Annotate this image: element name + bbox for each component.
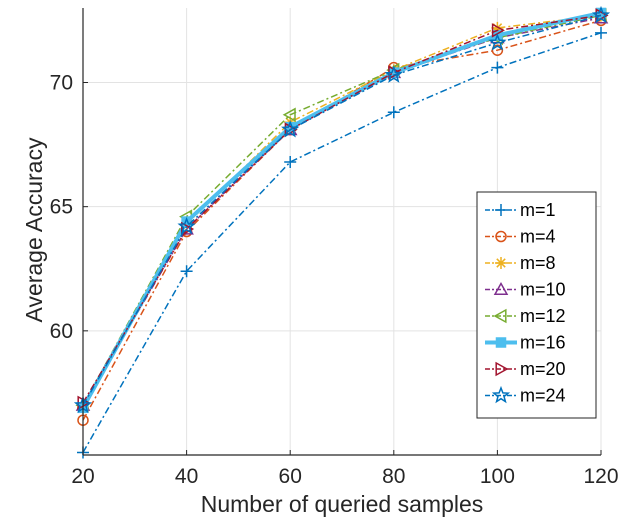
legend: m=1 m=4 m=8 m=10 m=12 m=16 m=20 m=24: [476, 191, 597, 419]
data-point-m-12: [282, 107, 296, 123]
y-axis-label: Average Accuracy: [21, 137, 47, 322]
legend-marker: [493, 308, 507, 324]
legend-item-m-4: m=4: [485, 227, 556, 247]
data-point-m-1: [595, 26, 607, 39]
legend-item-m-16: m=16: [485, 333, 566, 353]
series-line-m-24: [82, 14, 602, 406]
legend-marker: [495, 230, 507, 243]
data-point-m-20: [491, 23, 505, 38]
series-line-m-16: [81, 11, 602, 409]
data-point-m-1: [180, 265, 193, 278]
x-tick-label: 60: [279, 465, 302, 488]
legend-box: [476, 191, 597, 419]
legend-item-m-12: m=12: [485, 306, 566, 326]
legend-label: m=8: [520, 253, 556, 273]
x-tick-label: 80: [382, 465, 405, 488]
legend-marker: [491, 385, 511, 404]
legend-item-m-10: m=10: [485, 280, 566, 300]
x-axis-label: Number of queried samples: [201, 491, 484, 517]
x-tick-label: 100: [480, 465, 515, 488]
data-point-m-1: [284, 155, 297, 168]
tick-labels: 20 40 60 80 100 120 60 65 70: [50, 72, 619, 489]
series-line-m-1: [82, 32, 602, 453]
data-point-m-1: [387, 106, 400, 119]
y-tick-label: 65: [50, 196, 73, 219]
legend-item-m-20: m=20: [485, 359, 566, 379]
axes: [82, 8, 602, 456]
data-point-m-20: [181, 221, 195, 237]
data-point-m-24: [488, 33, 507, 51]
legend-label: m=16: [520, 333, 566, 353]
legend-marker: [495, 257, 507, 269]
data-point-m-1: [491, 61, 504, 74]
legend-label: m=20: [520, 359, 566, 379]
plot-lines: [73, 5, 611, 459]
legend-item-m-1: m=1: [485, 200, 556, 220]
data-point-m-24: [177, 216, 196, 235]
x-tick-label: 120: [583, 465, 618, 488]
legend-marker: [495, 204, 507, 216]
y-tick-label: 60: [50, 320, 73, 343]
legend-label: m=4: [520, 227, 556, 247]
legend-item-m-24: m=24: [485, 386, 566, 406]
y-tick-label: 70: [50, 72, 73, 95]
data-point-m-24: [281, 120, 300, 138]
legend-label: m=12: [520, 306, 566, 326]
data-point-m-24: [384, 65, 403, 83]
legend-label: m=1: [520, 200, 556, 220]
legend-marker: [495, 337, 507, 348]
x-tick-label: 40: [175, 465, 198, 488]
legend-label: m=24: [520, 386, 566, 406]
legend-marker: [493, 281, 509, 296]
legend-item-m-8: m=8: [485, 253, 556, 273]
legend-label: m=10: [520, 280, 566, 300]
series-line-m-20: [82, 14, 602, 404]
legend-marker: [495, 361, 509, 377]
series-line-m-12: [82, 14, 602, 406]
x-tick-label: 20: [71, 465, 94, 488]
data-point-m-24: [591, 5, 611, 24]
series-m-24: [73, 5, 611, 414]
